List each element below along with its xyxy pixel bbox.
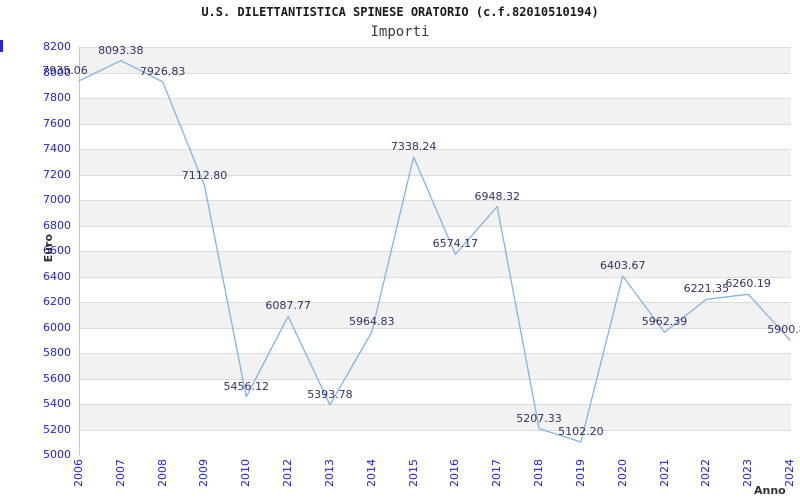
- x-tick-label: 2016: [448, 459, 462, 487]
- x-tick-label: 2019: [573, 459, 587, 487]
- point-value-label: 5962.39: [641, 315, 688, 329]
- plot-band: [80, 353, 791, 379]
- plot-band: [80, 98, 791, 124]
- point-value-label: 6948.32: [474, 189, 520, 203]
- plot-band: [80, 404, 791, 430]
- x-tick-label: 2021: [657, 459, 671, 487]
- y-tick-label: 7400: [43, 142, 71, 155]
- point-value-label: 7935.06: [42, 63, 88, 77]
- point-value-label: 6403.67: [599, 259, 646, 273]
- y-tick-label: 5000: [43, 448, 71, 461]
- y-tick-label: 7000: [43, 193, 71, 206]
- y-tick-label: 5200: [43, 422, 71, 436]
- point-value-label: 7112.80: [181, 168, 228, 182]
- point-value-label: 5393.78: [307, 387, 353, 401]
- x-tick-label: 2020: [615, 459, 629, 487]
- y-tick-label: 6200: [43, 295, 71, 308]
- clipped-edge-label-fragment: [0, 40, 3, 52]
- x-tick-label: 2022: [699, 459, 713, 487]
- plot-band: [80, 378, 791, 404]
- x-tick-label: 2018: [532, 459, 546, 487]
- x-axis-title: Anno: [754, 484, 786, 497]
- y-tick-label: 8200: [43, 40, 71, 53]
- chart-subtitle: Importi: [370, 24, 430, 40]
- plot-band: [80, 327, 791, 353]
- y-tick-label: 6600: [43, 244, 71, 257]
- y-tick-label: 5600: [43, 371, 71, 385]
- point-value-label: 7926.83: [139, 64, 186, 78]
- y-tick-label: 5400: [43, 397, 71, 410]
- point-value-label: 6087.77: [265, 299, 311, 313]
- x-tick-label: 2014: [364, 459, 378, 487]
- point-value-label: 5964.83: [349, 314, 395, 328]
- point-value-label: 8093.38: [98, 43, 144, 57]
- plot-band: [80, 429, 791, 455]
- point-value-label: 5102.20: [558, 424, 604, 438]
- point-value-label: 5207.33: [516, 411, 562, 425]
- y-tick-label: 8000: [43, 65, 71, 79]
- chart-title: U.S. DILETTANTISTICA SPINESE ORATORIO (c…: [201, 5, 599, 19]
- y-tick-label: 7800: [43, 91, 71, 104]
- x-tick-label: 2009: [197, 459, 211, 487]
- y-axis-title: Euro: [42, 234, 55, 263]
- point-value-label: 6221.35: [683, 282, 730, 296]
- point-value-label: 6574.17: [432, 237, 479, 251]
- x-tick-label: 2012: [281, 459, 295, 487]
- y-tick-label: 6400: [43, 269, 71, 283]
- point-value-label: 7338.24: [390, 139, 437, 153]
- point-value-label: 5456.12: [223, 379, 270, 393]
- x-tick-label: 2008: [155, 459, 169, 487]
- x-tick-label: 2017: [490, 459, 504, 487]
- y-tick-label: 6800: [43, 218, 71, 232]
- x-tick-label: 2015: [406, 459, 420, 487]
- x-tick-label: 2013: [322, 459, 336, 487]
- plot-band: [80, 200, 791, 226]
- y-tick-label: 6000: [43, 320, 71, 334]
- point-value-label: 6260.19: [725, 277, 771, 291]
- y-tick-label: 7200: [43, 167, 71, 181]
- point-value-label: 5900.80: [767, 323, 800, 337]
- y-tick-label: 7600: [43, 116, 71, 130]
- x-tick-label: 2010: [239, 459, 253, 487]
- x-tick-label: 2006: [72, 459, 85, 487]
- x-tick-label: 2007: [113, 459, 127, 487]
- plot-band: [80, 251, 791, 277]
- y-tick-label: 5800: [43, 346, 71, 359]
